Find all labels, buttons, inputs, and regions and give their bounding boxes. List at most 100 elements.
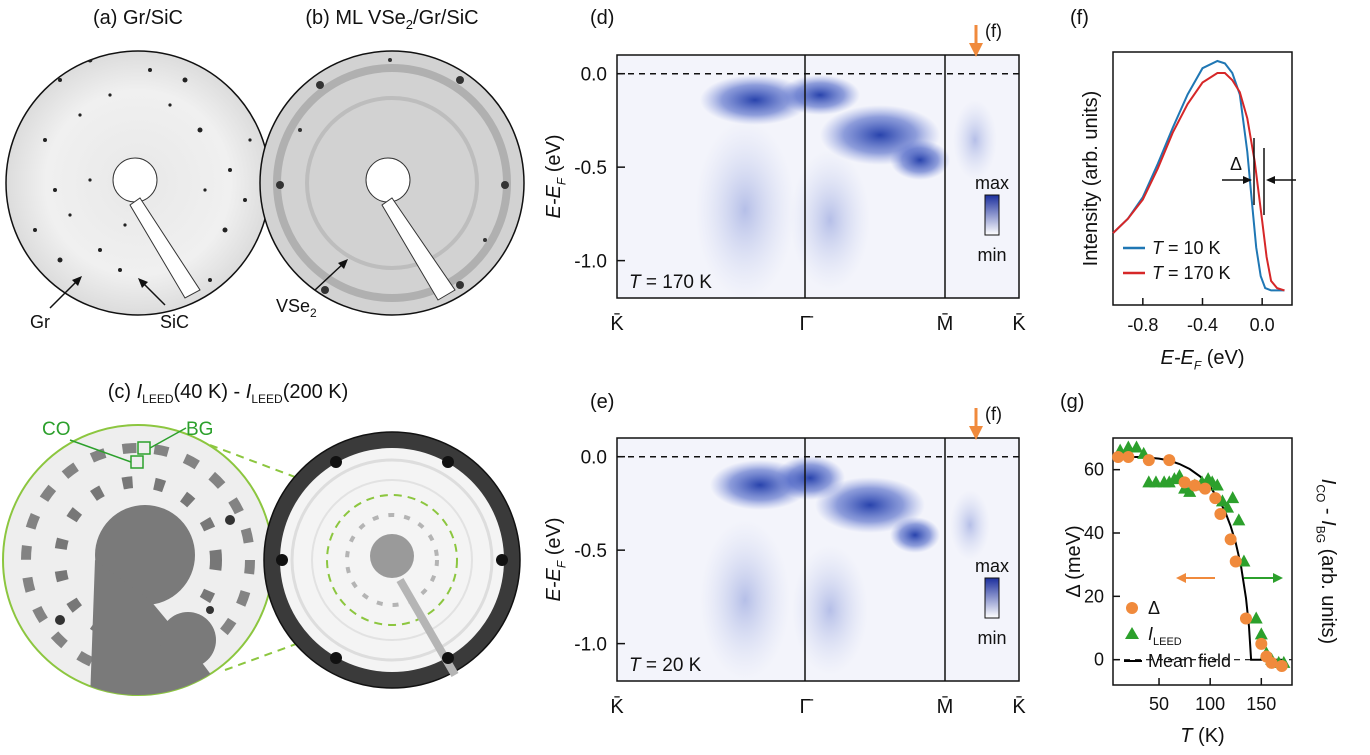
panel-a-label-gr: Gr (30, 312, 50, 332)
right-axis-arrow-head (1273, 573, 1283, 583)
colorbar-min-label: min (977, 245, 1006, 265)
x-tick-label: -0.4 (1187, 315, 1218, 335)
colorbar-max-label: max (975, 173, 1009, 193)
x-axis-label: T (K) (1180, 725, 1224, 747)
gap-point (1255, 637, 1268, 650)
leed-point (1249, 611, 1263, 624)
y-axis-label: E-EF (eV) (543, 517, 569, 601)
y-tick-label: 60 (1084, 460, 1104, 480)
panel-b-label-vse2: VSe2 (276, 296, 317, 320)
leed-point (1130, 440, 1144, 453)
panel-c-co-leader (69, 439, 132, 463)
y-axis-label: E-EF (eV) (543, 134, 569, 218)
panel-e-spectrum-image (617, 438, 1019, 681)
gap-point (1224, 533, 1237, 546)
x-tick-label: 150 (1246, 694, 1276, 714)
gap-point (1163, 454, 1176, 467)
x-tick-label: M̄ (937, 312, 954, 335)
panel-c-bg-leader (149, 427, 187, 449)
legend-marker-leed (1125, 627, 1139, 639)
gap-point (1199, 482, 1212, 495)
leed-point (1183, 484, 1197, 497)
y-tick-label: 0 (1094, 650, 1104, 670)
panel-c: (c) ILEED(40 K) - ILEED(200 K) CO BG (2, 381, 521, 696)
panel-a-title: (a) Gr/SiC (93, 7, 183, 29)
x-tick-label: K̄ (1012, 695, 1026, 718)
leed-point (1215, 494, 1229, 507)
cut-arrow-head (969, 43, 983, 57)
legend-label-leed: ILEED (1148, 624, 1182, 648)
panel-e: (e) 0.0 -0.5 -1.0 K̄ Γ̄ M̄ K̄ E-EF (eV) T = 20 K… (543, 391, 1026, 718)
panel-d-spectrum-image (617, 55, 1019, 298)
plot-frame (1112, 437, 1293, 686)
panel-e-tag: (e) (590, 391, 614, 413)
x-tick-label: 100 (1195, 694, 1225, 714)
mean-field-line (1118, 456, 1282, 661)
gap-arrow-left-head (1243, 176, 1252, 184)
panel-c-full-image (263, 431, 521, 689)
y-tick-label: 20 (1084, 586, 1104, 606)
panel-a-arrow-gr (49, 276, 82, 309)
panel-c-label-co: CO (42, 419, 71, 440)
cut-arrow-label: (f) (985, 21, 1002, 41)
legend-label: T = 170 K (1152, 263, 1231, 283)
panel-b-title: (b) ML VSe2/Gr/SiC (305, 7, 478, 32)
leed-point (1226, 491, 1240, 504)
plot-frame (616, 54, 1020, 299)
x-tick-label: K̄ (610, 312, 624, 335)
legend-label-mean-field: Mean field (1148, 651, 1231, 671)
gap-arrow-right-head (1266, 176, 1275, 184)
y-tick-label: -1.0 (574, 252, 607, 273)
x-tick-label: K̄ (610, 695, 624, 718)
panel-b-arrow-vse2 (314, 259, 348, 291)
colorbar-min-label: min (977, 628, 1006, 648)
y-tick-label: 40 (1084, 523, 1104, 543)
gap-point (1239, 612, 1252, 625)
panel-a: (a) Gr/SiC Gr SiC (5, 7, 271, 332)
gap-point (1265, 656, 1278, 669)
panel-b-leed-image (259, 50, 525, 316)
cut-arrow-head (969, 426, 983, 440)
panel-c-title: (c) ILEED(40 K) - ILEED(200 K) (108, 381, 349, 406)
y-axis-label: Intensity (arb. units) (1080, 91, 1102, 267)
temperature-label: T = 170 K (629, 272, 712, 293)
y-tick-label: -0.5 (574, 158, 607, 179)
panel-b: (b) ML VSe2/Gr/SiC VSe2 (259, 7, 525, 320)
x-tick-label: M̄ (937, 695, 954, 718)
panel-g-tag: (g) (1060, 391, 1084, 413)
x-tick-label: Γ̄ (799, 313, 813, 335)
leed-point (1254, 627, 1268, 640)
cut-arrow-label: (f) (985, 404, 1002, 424)
y-tick-label: 0.0 (581, 448, 607, 469)
y-tick-label: 0.0 (581, 65, 607, 86)
panel-a-label-sic: SiC (160, 312, 189, 332)
series-line-t10 (1112, 59, 1285, 292)
plot-frame (616, 437, 1020, 682)
gap-point (1178, 476, 1191, 489)
y-axis-label-right: ICO - IBG (arb. units) (1313, 479, 1339, 644)
y-tick-label: -0.5 (574, 541, 607, 562)
panel-f-tag: (f) (1070, 7, 1089, 29)
x-axis-label: E-EF (eV) (1160, 347, 1244, 373)
leed-point (1149, 475, 1163, 488)
colorbar (984, 194, 1000, 236)
leed-point (1121, 440, 1135, 453)
leed-point (1162, 475, 1176, 488)
panel-c-zoom-image (2, 424, 274, 696)
x-tick-label: K̄ (1012, 312, 1026, 335)
panel-f: (f) -0.8 -0.4 0.0 E-EF (eV) Intensity (arb. … (1070, 7, 1296, 373)
panel-d-tag: (d) (590, 7, 614, 29)
gap-point (1112, 451, 1125, 463)
temperature-label: T = 20 K (629, 655, 702, 676)
gap-point (1214, 508, 1227, 520)
gap-point (1142, 454, 1155, 467)
x-tick-label: -0.8 (1127, 315, 1158, 335)
legend-marker-gap (1126, 602, 1138, 614)
gap-point (1275, 660, 1288, 672)
legend-label-gap: Δ (1148, 598, 1160, 618)
legend-label: T = 10 K (1152, 238, 1221, 258)
leed-point (1232, 513, 1246, 526)
x-tick-label: 50 (1149, 694, 1169, 714)
gap-point (1122, 451, 1135, 463)
